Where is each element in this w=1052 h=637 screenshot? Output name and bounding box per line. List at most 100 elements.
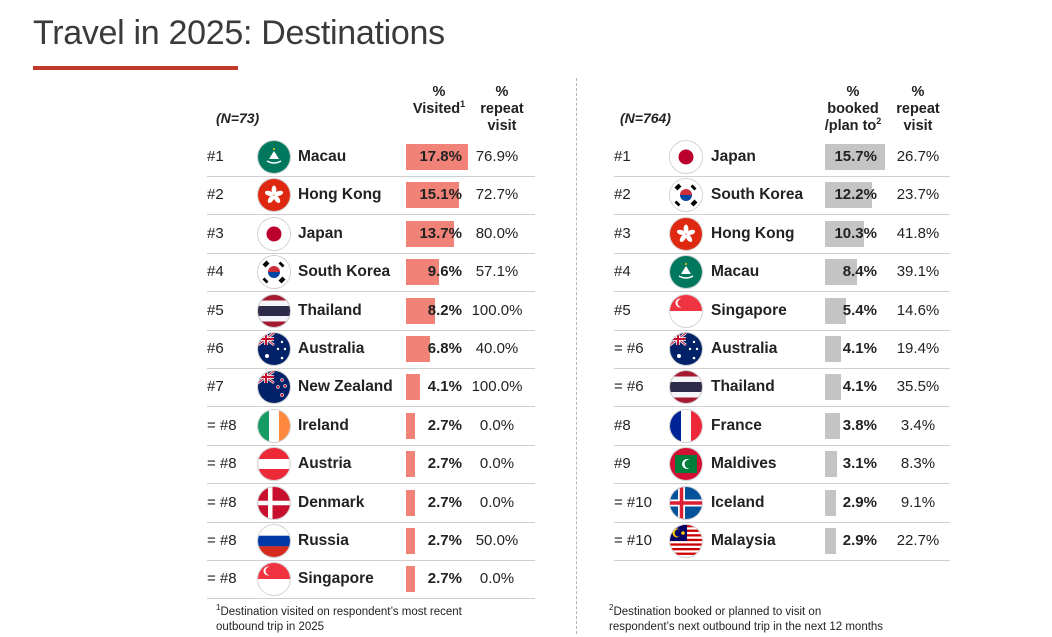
rank-label: = #6 [614, 378, 644, 396]
country-name: Thailand [711, 378, 775, 396]
repeat-value: 14.6% [896, 301, 940, 319]
thailand-flag-icon [670, 371, 702, 404]
left-row-3: #3 Japan 13.7% 80.0% [207, 215, 535, 254]
rank-label: #4 [614, 263, 631, 281]
repeat-value: 100.0% [471, 301, 523, 319]
share-bar [406, 489, 416, 516]
left-row-5: #5 Thailand 8.2% 100.0% [207, 292, 535, 331]
country-name: Hong Kong [711, 224, 795, 242]
share-bar [825, 220, 865, 247]
singapore-flag-icon [258, 563, 290, 596]
australia-flag-icon [258, 333, 290, 365]
right-row-11: = #10 Malaysia 2.9% 22.7% [614, 522, 950, 561]
left-row-9: = #8 Austria 2.7% 0.0% [207, 445, 535, 485]
right-sample-size: (N=764) [620, 110, 671, 126]
repeat-value: 26.7% [896, 148, 940, 165]
left-row-7: #7 New Zealand 4.1% 100.0% [207, 368, 535, 408]
repeat-value: 35.5% [896, 378, 940, 396]
share-value: 9.6% [427, 263, 462, 281]
rank-label: = #8 [207, 455, 237, 473]
right-row-9: #9 Maldives 3.1% 8.3% [614, 445, 950, 485]
malaysia-flag-icon [670, 525, 702, 557]
left-row-1: #1 Macau 17.8% 76.9% [207, 138, 535, 177]
repeat-value: 0.0% [479, 570, 515, 588]
rank-label: #8 [614, 416, 631, 434]
rank-label: = #8 [207, 493, 237, 511]
rank-label: = #10 [614, 532, 652, 549]
country-name: Macau [298, 148, 347, 165]
share-bar [406, 297, 435, 324]
country-name: Japan [298, 224, 343, 242]
repeat-value: 50.0% [475, 532, 519, 549]
repeat-value: 76.9% [475, 148, 519, 165]
country-name: Maldives [711, 455, 777, 473]
hongkong-flag-icon [258, 179, 290, 212]
country-name: Austria [298, 455, 352, 473]
russia-flag-icon [258, 525, 290, 557]
share-value: 15.1% [419, 186, 462, 204]
country-name: Singapore [298, 570, 374, 588]
repeat-value: 19.4% [896, 340, 940, 357]
share-bar [825, 336, 841, 362]
rank-label: #5 [614, 301, 631, 319]
share-value: 10.3% [834, 224, 877, 242]
share-value: 2.7% [427, 532, 462, 549]
share-bar [825, 451, 837, 478]
left-header-visited: % Visited1 [412, 84, 466, 117]
iceland-flag-icon [670, 486, 702, 519]
share-value: 4.1% [842, 340, 877, 357]
share-value: 8.4% [842, 263, 877, 281]
right-row-8: #8 France 3.8% 3.4% [614, 407, 950, 446]
repeat-value: 80.0% [475, 224, 519, 242]
left-row-11: = #8 Russia 2.7% 50.0% [207, 522, 535, 561]
share-value: 4.1% [842, 378, 877, 396]
share-value: 3.1% [842, 455, 877, 473]
share-bar [406, 182, 459, 209]
rank-label: = #6 [614, 340, 644, 357]
denmark-flag-icon [258, 486, 290, 519]
austria-flag-icon [258, 448, 290, 481]
country-name: South Korea [711, 186, 804, 204]
rank-label: #5 [207, 301, 224, 319]
right-row-7: = #6 Thailand 4.1% 35.5% [614, 368, 950, 408]
country-name: Russia [298, 532, 349, 549]
left-row-12: = #8 Singapore 2.7% 0.0% [207, 560, 535, 600]
country-name: Macau [711, 263, 760, 281]
rank-label: #4 [207, 263, 224, 281]
share-bar [406, 451, 416, 478]
panel-divider [576, 78, 577, 634]
country-name: New Zealand [298, 378, 393, 396]
repeat-value: 8.3% [900, 455, 936, 473]
right-row-4: #4 Macau 8.4% 39.1% [614, 253, 950, 293]
country-name: Iceland [711, 493, 765, 511]
thailand-flag-icon [258, 294, 290, 327]
rank-label: = #8 [207, 532, 237, 549]
maldives-flag-icon [670, 448, 702, 481]
left-sample-size: (N=73) [216, 110, 260, 126]
right-row-2: #2 South Korea 12.2% 23.7% [614, 176, 950, 216]
rank-label: #7 [207, 378, 224, 396]
left-header-repeat: % repeat visit [480, 84, 524, 134]
korea-flag-icon [258, 256, 290, 289]
share-value: 5.4% [842, 301, 877, 319]
repeat-value: 100.0% [471, 378, 523, 396]
share-bar [406, 528, 416, 554]
right-row-5: #5 Singapore 5.4% 14.6% [614, 292, 950, 331]
right-row-1: #1 Japan 15.7% 26.7% [614, 138, 950, 177]
japan-flag-icon [670, 141, 702, 173]
repeat-value: 0.0% [479, 416, 515, 434]
repeat-value: 9.1% [900, 493, 936, 511]
rank-label: #2 [614, 186, 631, 204]
share-bar [406, 374, 421, 401]
country-name: France [711, 416, 762, 434]
rank-label: #1 [614, 148, 631, 165]
left-row-4: #4 South Korea 9.6% 57.1% [207, 253, 535, 293]
macau-flag-icon [258, 141, 290, 173]
country-name: Ireland [298, 416, 349, 434]
share-value: 17.8% [419, 148, 462, 165]
country-name: South Korea [298, 263, 391, 281]
share-value: 2.7% [427, 570, 462, 588]
rank-label: #3 [614, 224, 631, 242]
rank-label: = #8 [207, 570, 237, 588]
rank-label: #3 [207, 224, 224, 242]
